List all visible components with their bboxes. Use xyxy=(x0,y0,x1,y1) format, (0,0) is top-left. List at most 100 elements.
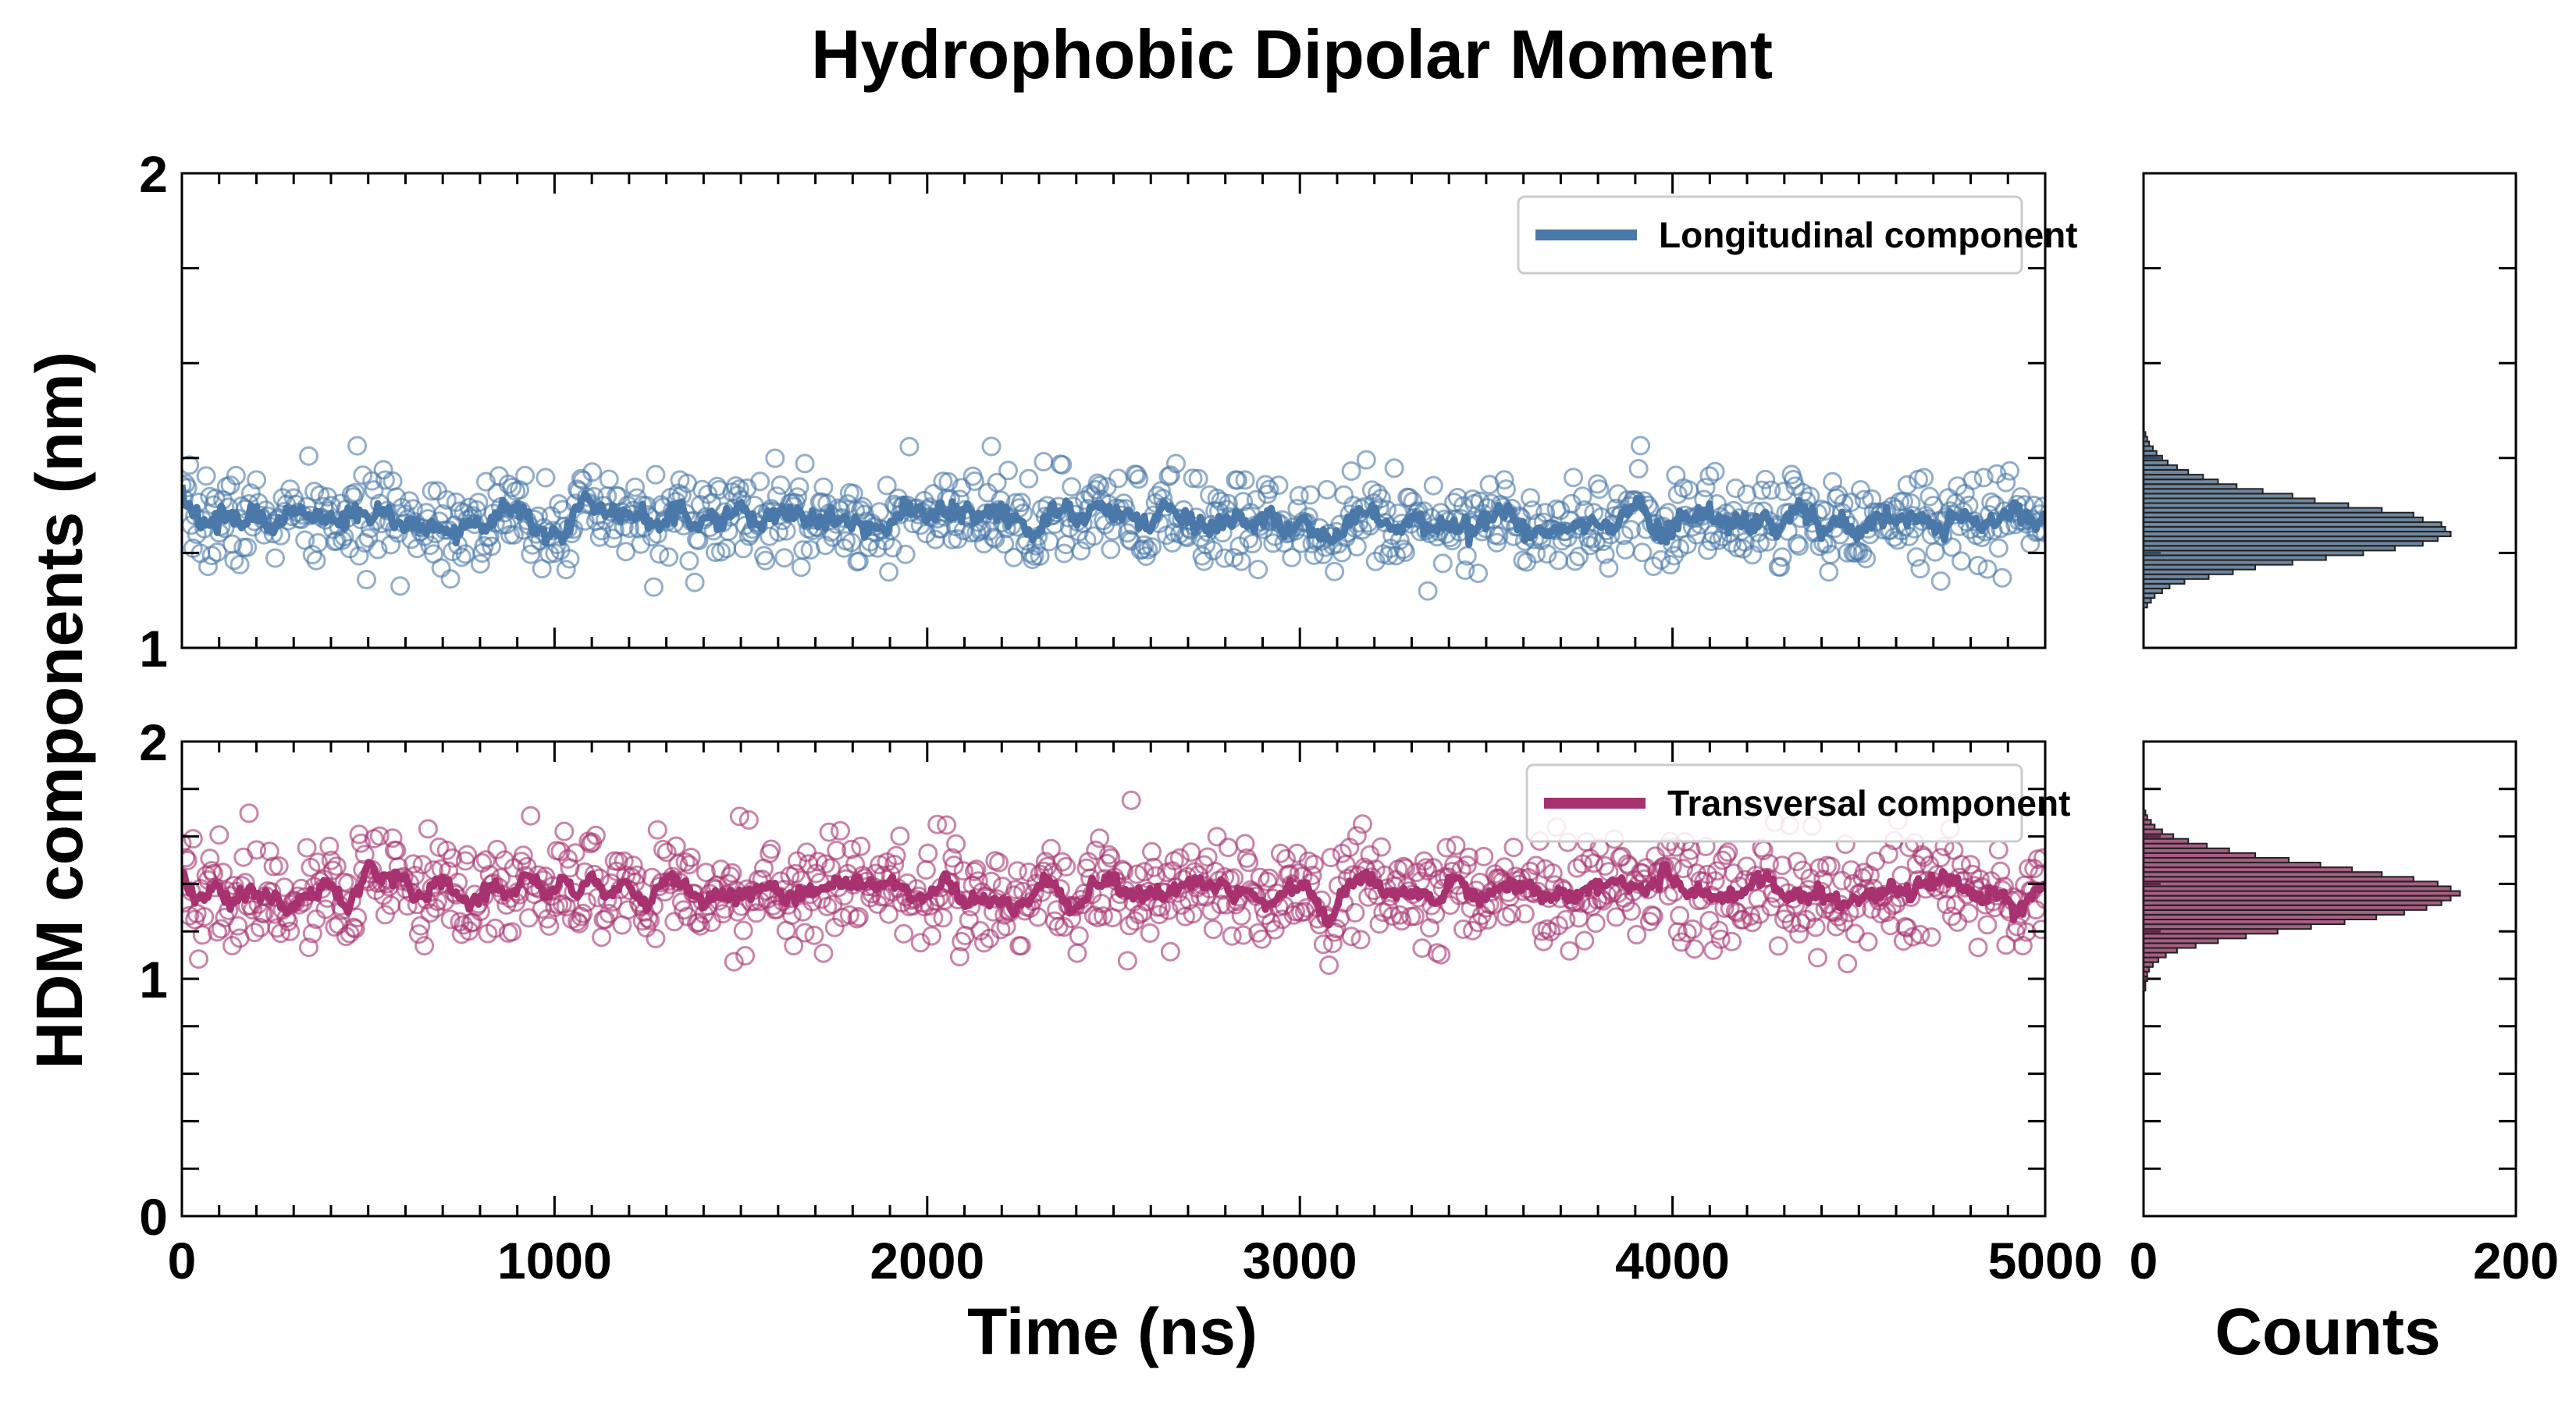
data-point xyxy=(321,850,341,870)
data-point xyxy=(1906,547,1927,567)
data-point xyxy=(1595,544,1615,564)
data-point xyxy=(847,909,867,929)
data-point xyxy=(1666,465,1686,486)
data-point xyxy=(345,919,365,939)
data-point xyxy=(791,557,811,578)
data-point xyxy=(444,883,464,903)
data-point xyxy=(1353,814,1372,834)
data-point xyxy=(1101,539,1121,560)
x-tick-label: 1000 xyxy=(497,1232,612,1289)
data-point xyxy=(297,838,317,858)
data-point xyxy=(280,921,301,941)
chart-title: Hydrophobic Dipolar Moment xyxy=(811,16,1773,93)
data-point xyxy=(182,833,192,853)
data-point xyxy=(1565,551,1585,571)
data-point xyxy=(386,487,407,507)
data-point xyxy=(1356,450,1376,470)
y-tick-label: 2 xyxy=(139,713,168,771)
data-point xyxy=(1090,828,1110,848)
data-point xyxy=(735,946,756,966)
data-point xyxy=(1030,546,1050,566)
data-point xyxy=(765,448,785,468)
data-point xyxy=(685,572,705,592)
data-point xyxy=(1962,470,1983,490)
data-point xyxy=(518,908,539,928)
data-point xyxy=(182,905,200,926)
data-point xyxy=(866,863,886,884)
data-point xyxy=(1930,571,1951,591)
y-tick-label: 1 xyxy=(139,620,168,678)
data-point xyxy=(343,917,364,937)
data-point xyxy=(1537,919,1557,939)
data-point xyxy=(1282,547,1302,567)
data-point xyxy=(1341,927,1361,947)
data-point xyxy=(375,905,395,925)
data-point xyxy=(198,557,218,577)
data-point xyxy=(436,490,457,510)
data-point xyxy=(1393,856,1414,877)
data-point xyxy=(2031,919,2045,940)
data-point xyxy=(397,896,418,916)
data-point xyxy=(1345,902,1365,923)
data-point xyxy=(569,913,589,934)
data-point xyxy=(815,854,835,874)
data-point xyxy=(1752,480,1772,500)
data-point xyxy=(733,539,753,559)
data-point xyxy=(375,470,395,490)
data-point xyxy=(681,848,701,867)
data-point xyxy=(265,548,285,568)
data-point xyxy=(1564,468,1583,488)
data-point xyxy=(1235,470,1255,490)
data-point xyxy=(996,916,1016,937)
data-point xyxy=(1418,581,1438,601)
data-point xyxy=(205,489,226,509)
data-point xyxy=(1041,838,1061,859)
data-point xyxy=(1101,848,1121,868)
data-point xyxy=(244,923,265,943)
data-point xyxy=(977,482,998,503)
data-point xyxy=(1820,856,1841,877)
data-point xyxy=(1166,454,1186,474)
data-point xyxy=(226,465,246,486)
data-point xyxy=(189,949,208,969)
data-point xyxy=(1457,855,1477,875)
data-point xyxy=(1632,542,1653,563)
data-point xyxy=(729,806,749,827)
x-axis-title-counts: Counts xyxy=(2215,1295,2440,1368)
data-point xyxy=(299,446,318,466)
data-point xyxy=(1921,927,1941,947)
data-point xyxy=(1432,553,1453,574)
data-point xyxy=(1188,468,1208,489)
data-point xyxy=(552,894,572,914)
data-point xyxy=(910,933,930,953)
data-point xyxy=(821,858,841,878)
legend-transversal: Transversal component xyxy=(1525,763,2070,843)
data-point xyxy=(357,570,376,589)
data-point xyxy=(482,536,502,557)
data-point xyxy=(1019,468,1039,489)
data-point xyxy=(1325,561,1345,582)
data-point xyxy=(431,558,451,578)
data-point xyxy=(1845,923,1865,944)
data-point xyxy=(308,852,328,873)
data-point xyxy=(1722,533,1742,553)
data-point xyxy=(323,860,343,880)
data-point xyxy=(1574,500,1595,520)
data-point xyxy=(1203,919,1223,940)
data-point xyxy=(1789,536,1809,556)
data-point xyxy=(795,923,815,943)
data-point xyxy=(724,951,744,972)
data-point xyxy=(183,829,203,849)
data-point xyxy=(1569,546,1589,567)
x-tick-label: 0 xyxy=(168,1232,197,1289)
data-point xyxy=(1718,842,1738,863)
data-point xyxy=(521,806,541,826)
data-point xyxy=(1099,845,1119,865)
data-point xyxy=(1816,534,1837,554)
data-point xyxy=(894,923,914,944)
data-point xyxy=(1851,480,1870,500)
data-point xyxy=(1977,559,1998,579)
data-point xyxy=(302,923,322,944)
data-point xyxy=(1960,855,1980,875)
